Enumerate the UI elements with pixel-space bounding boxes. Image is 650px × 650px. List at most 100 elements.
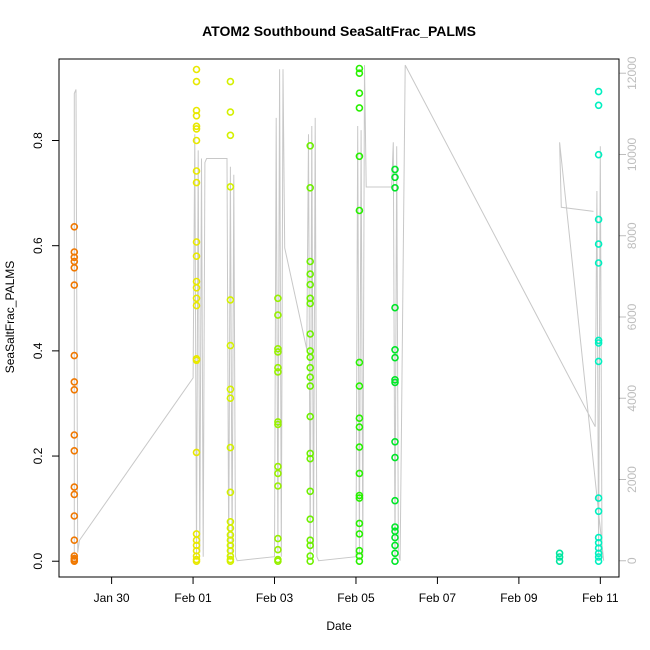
data-point (274, 469, 282, 478)
data-point (391, 353, 399, 362)
data-point (192, 294, 201, 303)
data-point (274, 311, 282, 319)
data-point (192, 125, 201, 133)
data-point (226, 557, 235, 566)
data-point (70, 385, 79, 394)
data-point (274, 348, 282, 356)
data-point (226, 524, 235, 532)
data-point (306, 373, 315, 382)
data-point (391, 437, 399, 446)
data-point (274, 363, 282, 372)
data-point (70, 557, 79, 566)
data-point (274, 368, 282, 376)
x-tick-label: Feb 03 (256, 591, 294, 605)
x-tick-label: Feb 07 (419, 591, 457, 605)
y2-tick-label: 2000 (625, 466, 639, 493)
data-point (192, 167, 201, 175)
data-point (306, 257, 315, 266)
data-point (274, 344, 282, 353)
data-point (355, 358, 364, 367)
y2-tick-label: 12000 (625, 56, 639, 90)
data-point (226, 108, 235, 116)
data-point (306, 270, 315, 278)
data-point (355, 491, 364, 500)
y-tick-label: 0.8 (31, 132, 45, 149)
data-point (226, 131, 235, 140)
data-point (306, 412, 315, 421)
y-tick-label: 0.4 (31, 342, 45, 359)
data-point (555, 549, 564, 558)
data-point (355, 104, 364, 112)
data-point (226, 385, 235, 394)
data-point (192, 301, 201, 310)
data-point (306, 487, 315, 496)
data-point (391, 549, 399, 558)
data-point (192, 65, 201, 74)
data-point (306, 330, 315, 338)
data-point (274, 534, 282, 543)
data-point (355, 423, 364, 431)
data-point (594, 240, 603, 248)
scatter-points-layer (70, 64, 603, 566)
data-point (274, 545, 282, 554)
data-point (306, 184, 315, 192)
y2-tick-label: 6000 (625, 303, 639, 330)
data-point (192, 356, 201, 365)
y2-tick-label: 0 (625, 557, 639, 564)
data-point (355, 414, 364, 423)
data-point (594, 259, 603, 267)
data-point (306, 280, 315, 289)
data-point (594, 150, 603, 159)
data-point (355, 152, 364, 161)
data-point (226, 341, 235, 350)
data-point (391, 453, 399, 462)
x-axis-label: Date (326, 619, 352, 633)
data-point (274, 420, 282, 429)
data-point (391, 165, 399, 174)
y2-tick-label: 8000 (625, 222, 639, 249)
data-point (226, 77, 235, 86)
data-point (355, 382, 364, 390)
data-point (192, 252, 201, 261)
data-point (355, 443, 364, 451)
data-point (594, 87, 603, 96)
data-point (355, 494, 364, 502)
data-point (594, 549, 603, 558)
data-point (594, 553, 603, 561)
data-point (391, 557, 399, 566)
data-point (391, 541, 399, 550)
data-point (594, 336, 603, 345)
data-point (70, 281, 79, 289)
data-point (391, 523, 399, 531)
data-point (594, 357, 603, 366)
data-point (594, 339, 603, 347)
data-point (306, 299, 315, 308)
data-point (355, 519, 364, 528)
y-axis-label: SeaSaltFrac_PALMS (3, 261, 17, 374)
y-tick-label: 0.0 (31, 553, 45, 570)
data-point (192, 557, 201, 566)
data-point (306, 382, 315, 390)
data-point (555, 557, 564, 566)
data-point (391, 496, 399, 505)
data-point (274, 482, 282, 490)
data-point (192, 122, 201, 131)
secondary-series-line (73, 64, 605, 562)
data-point (70, 378, 79, 386)
secondary-line-layer (73, 64, 605, 562)
x-tick-label: Feb 01 (174, 591, 212, 605)
data-point (355, 64, 364, 73)
data-point (70, 483, 79, 491)
data-point (306, 557, 315, 566)
data-point (306, 541, 315, 550)
data-point (355, 530, 364, 538)
x-tick-label: Feb 11 (582, 591, 619, 605)
data-point (226, 443, 235, 452)
chart-title: ATOM2 Southbound SeaSaltFrac_PALMS (202, 23, 476, 39)
data-point (391, 378, 399, 387)
x-tick-label: Jan 30 (94, 591, 130, 605)
data-point (192, 448, 201, 457)
data-point (70, 263, 79, 272)
data-point (306, 363, 315, 372)
data-point (355, 89, 364, 97)
